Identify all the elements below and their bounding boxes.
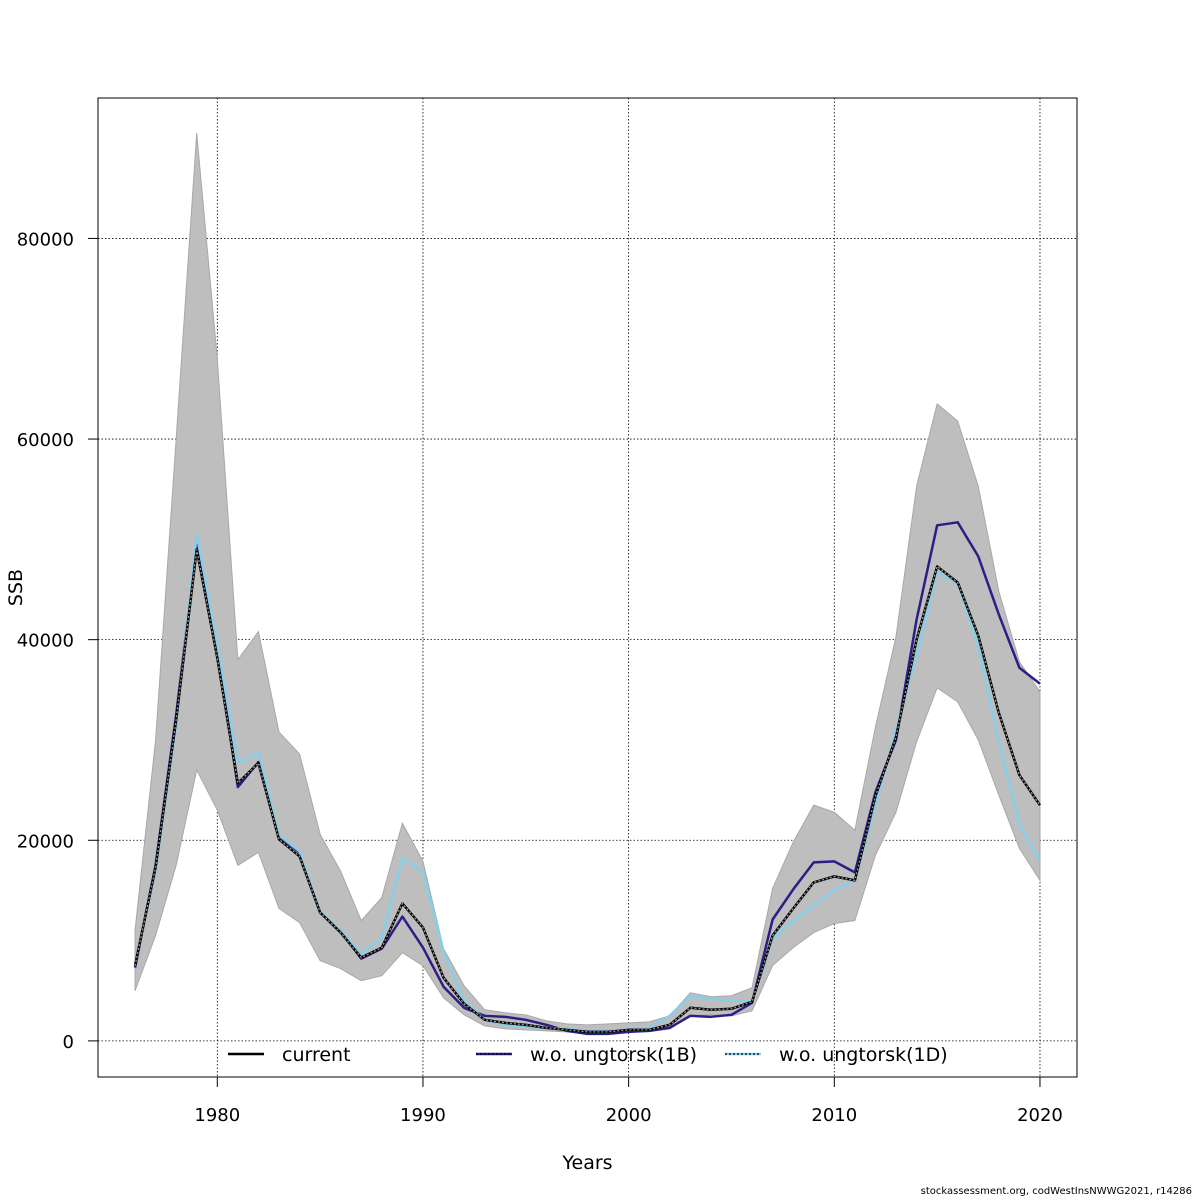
plot-frame bbox=[97, 97, 1078, 1078]
footer-credit: stockassessment.org, codWestInsNWWG2021,… bbox=[920, 1186, 1192, 1197]
y-axis: 0 20000 40000 60000 80000 bbox=[17, 229, 98, 1053]
legend: current w.o. ungtorsk(1B) w.o. ungtorsk(1D… bbox=[228, 1044, 948, 1066]
y-axis-title: SSB bbox=[5, 569, 27, 606]
x-tick-label: 2010 bbox=[811, 1105, 857, 1126]
legend-item-current-label: current bbox=[282, 1044, 351, 1066]
legend-item-1b-label: w.o. ungtorsk(1B) bbox=[530, 1044, 697, 1066]
x-tick-label: 2020 bbox=[1017, 1105, 1063, 1126]
confidence-band-area bbox=[134, 133, 1041, 1034]
y-tick-label: 0 bbox=[63, 1032, 74, 1053]
y-tick-label: 40000 bbox=[17, 631, 74, 652]
x-tick-label: 1990 bbox=[400, 1105, 446, 1126]
x-tick-label: 2000 bbox=[606, 1105, 652, 1126]
legend-item-1d-label: w.o. ungtorsk(1D) bbox=[779, 1044, 948, 1066]
series-line-current bbox=[133, 548, 1042, 1034]
x-axis-title: Years bbox=[561, 1152, 612, 1174]
x-axis: 1980 1990 2000 2010 2020 bbox=[194, 1077, 1063, 1126]
confidence-band bbox=[134, 133, 1041, 1034]
series-lines bbox=[133, 521, 1042, 1036]
y-tick-label: 80000 bbox=[17, 229, 74, 250]
x-tick-label: 1980 bbox=[194, 1105, 240, 1126]
y-tick-label: 60000 bbox=[17, 430, 74, 451]
y-tick-label: 20000 bbox=[17, 831, 74, 852]
